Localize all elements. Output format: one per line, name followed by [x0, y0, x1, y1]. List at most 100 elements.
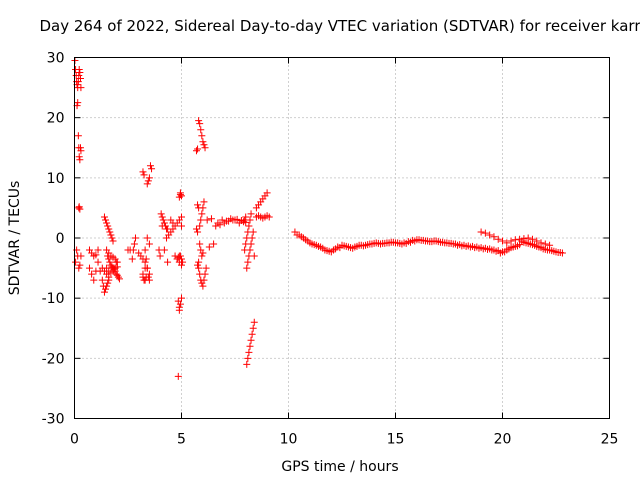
data-point — [196, 120, 204, 128]
data-point — [197, 216, 205, 224]
data-point — [194, 261, 202, 269]
data-point — [225, 217, 233, 225]
data-point — [143, 234, 151, 242]
data-point — [366, 240, 374, 248]
data-point — [169, 219, 177, 227]
data-point — [494, 235, 502, 243]
y-tick-label: 0 — [56, 231, 65, 247]
data-point — [178, 294, 185, 302]
data-point — [76, 75, 84, 83]
data-point — [205, 243, 213, 251]
data-point — [145, 276, 153, 284]
data-point — [511, 236, 519, 244]
data-point — [196, 222, 204, 230]
data-point — [102, 285, 110, 293]
data-point — [507, 244, 515, 252]
data-point — [216, 221, 224, 229]
data-point — [74, 99, 82, 107]
x-tick-label: 0 — [70, 432, 79, 448]
data-point — [243, 234, 251, 242]
data-point — [244, 228, 252, 236]
data-point — [293, 231, 301, 239]
data-point — [145, 174, 153, 182]
data-point — [344, 243, 352, 251]
data-point — [349, 244, 357, 252]
data-point — [201, 144, 209, 152]
data-point — [175, 252, 183, 260]
data-point — [379, 239, 387, 247]
data-point — [246, 216, 254, 224]
data-point — [541, 240, 549, 248]
data-point — [546, 241, 554, 249]
data-point — [178, 213, 185, 221]
data-point — [77, 252, 85, 260]
data-point — [229, 216, 237, 224]
data-point — [520, 235, 528, 243]
data-point — [158, 213, 166, 221]
data-point — [199, 249, 207, 257]
data-point — [98, 276, 106, 284]
data-point — [106, 228, 114, 236]
data-point — [511, 242, 519, 250]
data-point — [178, 222, 185, 230]
data-point — [195, 204, 203, 212]
data-point — [302, 236, 310, 244]
data-point — [140, 171, 148, 179]
data-point — [503, 246, 511, 254]
data-point — [74, 132, 82, 140]
data-point — [174, 297, 182, 305]
data-point — [90, 276, 98, 284]
data-point — [156, 252, 164, 260]
data-point — [194, 228, 202, 236]
data-point — [202, 264, 210, 272]
data-point — [481, 229, 489, 237]
data-point — [88, 270, 96, 278]
data-point — [178, 261, 185, 269]
data-point — [494, 247, 502, 255]
data-point — [490, 233, 498, 241]
data-point — [194, 145, 202, 153]
data-point — [200, 141, 208, 149]
data-point — [146, 162, 154, 170]
data-point — [104, 252, 112, 260]
data-point — [77, 147, 85, 155]
data-point — [323, 247, 331, 255]
data-point — [332, 245, 340, 253]
y-tick-label: 20 — [47, 111, 65, 127]
data-point — [176, 191, 184, 199]
data-point — [175, 303, 183, 311]
data-point — [145, 270, 153, 278]
data-point — [174, 253, 182, 261]
data-point — [451, 240, 459, 248]
data-point — [387, 238, 395, 246]
data-point — [92, 251, 100, 259]
data-point — [250, 252, 258, 260]
data-point — [129, 246, 137, 254]
data-point — [104, 279, 112, 287]
data-point — [157, 210, 165, 218]
data-points — [71, 57, 566, 380]
data-point — [115, 275, 123, 283]
data-point — [72, 258, 80, 266]
data-point — [198, 252, 206, 260]
data-point — [201, 270, 209, 278]
data-point — [199, 282, 207, 290]
data-point — [107, 231, 115, 239]
data-point — [141, 264, 149, 272]
data-point — [430, 237, 438, 245]
x-tick-label: 15 — [387, 432, 405, 448]
data-point — [243, 264, 251, 272]
data-point — [237, 217, 245, 225]
data-point — [413, 236, 421, 244]
data-point — [106, 258, 114, 266]
data-point — [130, 240, 138, 248]
data-point — [212, 222, 220, 230]
data-point — [507, 237, 515, 245]
data-point — [77, 84, 85, 92]
x-tick-label: 5 — [177, 432, 186, 448]
data-point — [75, 72, 83, 80]
data-point — [473, 243, 481, 251]
data-point — [528, 235, 536, 243]
data-point — [314, 242, 322, 250]
data-point — [197, 126, 205, 134]
